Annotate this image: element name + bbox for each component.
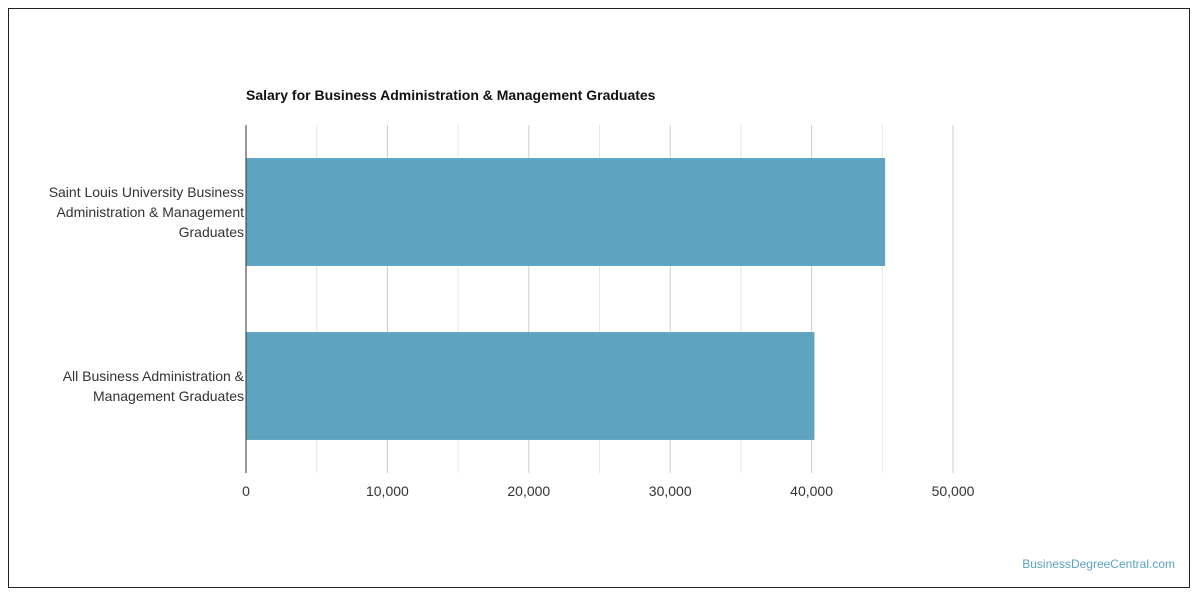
chart-frame: Salary for Business Administration & Man… xyxy=(8,8,1190,588)
category-label-1: All Business Administration & Management … xyxy=(63,368,245,404)
category-label-0: Saint Louis University Business Administr… xyxy=(49,184,244,240)
category-label-line: Graduates xyxy=(179,224,244,240)
bar-0 xyxy=(246,158,886,266)
category-label-line: All Business Administration & xyxy=(63,368,245,384)
chart-title: Salary for Business Administration & Man… xyxy=(246,87,656,103)
x-tick-label: 0 xyxy=(242,483,250,499)
bar-chart: Salary for Business Administration & Man… xyxy=(49,87,975,499)
x-tick-labels: 0 10,000 20,000 30,000 40,000 50,000 xyxy=(242,483,975,499)
watermark: BusinessDegreeCentral.com xyxy=(1022,557,1175,571)
category-label-line: Administration & Management xyxy=(56,204,244,220)
x-tick-label: 40,000 xyxy=(790,483,833,499)
x-tick-label: 30,000 xyxy=(649,483,692,499)
x-tick-label: 50,000 xyxy=(932,483,975,499)
category-label-line: Management Graduates xyxy=(93,388,244,404)
x-tick-label: 10,000 xyxy=(366,483,409,499)
category-labels: Saint Louis University Business Administr… xyxy=(49,184,245,404)
bars xyxy=(246,158,886,440)
bar-1 xyxy=(246,332,815,440)
x-tick-label: 20,000 xyxy=(507,483,550,499)
category-label-line: Saint Louis University Business xyxy=(49,184,244,200)
